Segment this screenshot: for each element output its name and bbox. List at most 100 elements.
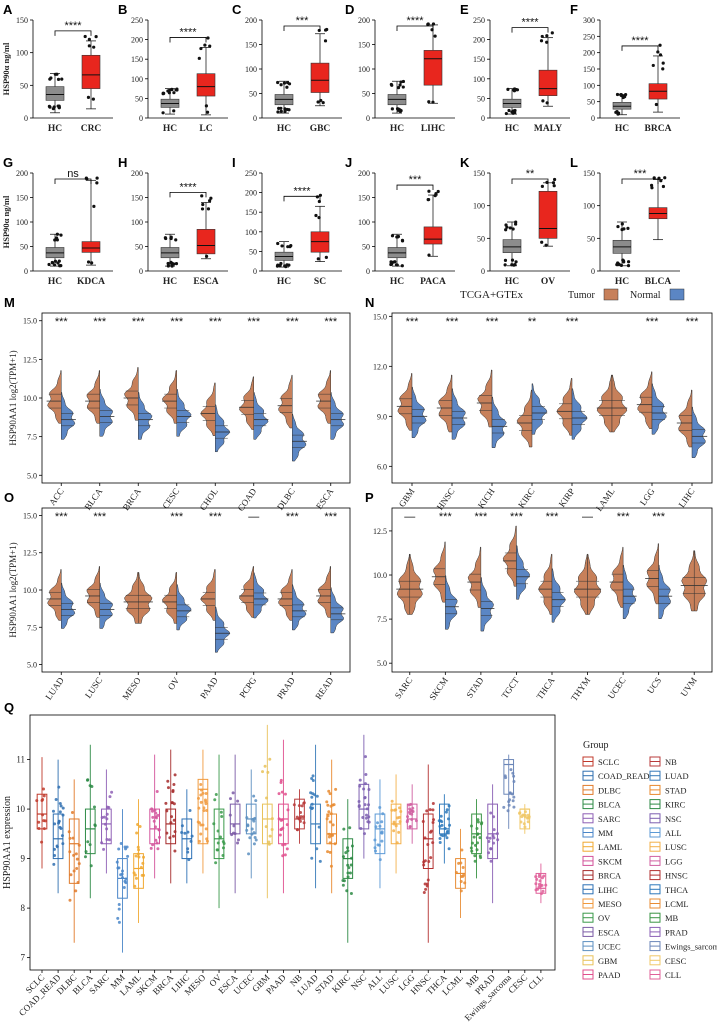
data-point — [476, 820, 480, 824]
significance-label: *** — [55, 316, 69, 328]
x-tick-label: LIHC — [421, 124, 445, 134]
violin-tumor-half — [162, 572, 177, 624]
x-tick-label: COAD — [236, 486, 259, 513]
outlier-point — [56, 261, 60, 265]
outlier-point — [511, 111, 515, 115]
y-tick-label: 300 — [583, 16, 595, 25]
data-point — [199, 800, 203, 804]
data-point — [506, 809, 510, 813]
significance-bracket — [511, 178, 549, 184]
significance-bracket — [283, 25, 321, 31]
data-point — [476, 832, 480, 836]
data-point — [489, 811, 493, 815]
panel-letter: N — [365, 295, 374, 310]
data-point — [380, 839, 384, 843]
outlier-point — [90, 261, 94, 265]
outlier-point — [208, 44, 212, 48]
data-point — [302, 821, 306, 825]
data-point — [461, 874, 465, 878]
x-tick-label: PCPG — [237, 675, 258, 700]
violin-tumor-half — [433, 541, 446, 603]
significance-label: *** — [209, 316, 223, 328]
data-point — [302, 801, 306, 805]
violin-tumor-half — [438, 374, 453, 433]
data-point — [236, 841, 240, 845]
legend-label: LAML — [598, 842, 622, 852]
violin-tumor-half — [317, 566, 331, 618]
data-point — [136, 845, 140, 849]
data-point — [409, 808, 413, 812]
data-point — [126, 854, 130, 858]
y-tick-label: 0 — [481, 267, 485, 276]
outlier-point — [541, 99, 545, 103]
x-tick-label: PACA — [420, 277, 446, 287]
box-tumor — [196, 73, 216, 97]
panel-n: N6.09.012.015.0GBM***HNSC***KICH***KIRC*… — [365, 288, 713, 513]
data-point — [279, 780, 283, 784]
data-point — [422, 890, 426, 894]
data-point — [504, 776, 508, 780]
data-point — [534, 888, 538, 892]
data-point — [42, 827, 46, 831]
outlier-point — [390, 234, 395, 238]
data-point — [88, 843, 92, 847]
outlier-point — [398, 83, 402, 87]
data-point — [348, 826, 352, 830]
data-point — [68, 898, 72, 902]
outlier-point — [649, 183, 654, 187]
data-point — [154, 838, 158, 842]
y-tick-label: 100 — [583, 81, 595, 90]
data-point — [264, 825, 268, 829]
data-point — [204, 802, 208, 806]
data-point — [365, 807, 369, 811]
significance-bracket — [621, 178, 659, 184]
significance-bracket — [54, 30, 92, 36]
outlier-point — [616, 112, 620, 116]
y-tick-label: 50 — [249, 247, 257, 256]
outlier-point — [284, 265, 288, 269]
outlier-point — [552, 184, 556, 188]
data-point — [108, 795, 112, 799]
data-point — [341, 883, 345, 887]
outlier-point — [57, 106, 61, 110]
outlier-point — [626, 226, 630, 230]
data-point — [266, 770, 270, 774]
significance-bracket — [283, 195, 321, 202]
outlier-point — [507, 108, 511, 113]
y-tick-label: 200 — [583, 49, 595, 58]
data-point — [365, 813, 369, 817]
data-point — [164, 801, 168, 805]
data-point — [349, 892, 353, 896]
data-point — [190, 834, 194, 838]
data-point — [538, 879, 542, 883]
legend-label: BRCA — [598, 871, 622, 881]
y-tick-label: 100 — [131, 218, 143, 227]
data-point — [71, 836, 75, 840]
data-point — [151, 815, 155, 819]
data-point — [357, 805, 361, 809]
data-point — [476, 818, 480, 822]
outlier-point — [53, 259, 58, 263]
outlier-point — [622, 260, 626, 264]
legend-label: NSC — [665, 814, 682, 824]
data-point — [236, 838, 240, 842]
outlier-point — [661, 61, 665, 65]
data-point — [295, 828, 299, 832]
outlier-point — [545, 34, 549, 38]
data-point — [222, 842, 226, 846]
data-point — [84, 850, 88, 854]
legend-label: LIHC — [598, 885, 618, 895]
violin-normal-half — [691, 406, 706, 458]
data-point — [439, 814, 443, 818]
panel-d: D 0 50 100 150 200 HC LIHC **** — [345, 2, 455, 134]
outlier-point — [400, 239, 405, 243]
legend-label: CLL — [665, 970, 681, 980]
data-point — [454, 870, 458, 874]
outlier-point — [315, 195, 320, 199]
outlier-point — [205, 110, 210, 114]
data-point — [363, 803, 367, 807]
violin-normal-half — [651, 383, 667, 435]
x-tick-label: THYM — [569, 675, 592, 702]
legend-label: Ewings_sarcoma — [665, 942, 717, 952]
